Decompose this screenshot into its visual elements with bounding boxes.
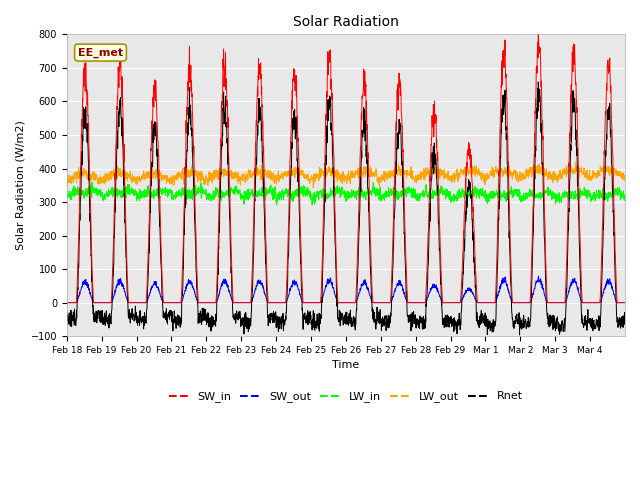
Rnet <box>621 318 629 324</box>
LW_out <box>239 178 247 184</box>
Title: Solar Radiation: Solar Radiation <box>293 15 399 29</box>
X-axis label: Time: Time <box>332 360 360 371</box>
LW_out <box>310 185 317 191</box>
SW_out <box>514 300 522 306</box>
LW_out <box>118 170 126 176</box>
Legend: SW_in, SW_out, LW_in, LW_out, Rnet: SW_in, SW_out, LW_in, LW_out, Rnet <box>164 387 527 407</box>
LW_out <box>515 175 522 180</box>
Line: Rnet: Rnet <box>67 82 625 335</box>
Rnet <box>514 321 522 326</box>
LW_out <box>380 177 387 182</box>
SW_in <box>621 300 629 306</box>
Rnet <box>118 134 126 140</box>
LW_in <box>380 191 388 196</box>
Line: LW_out: LW_out <box>67 162 625 188</box>
SW_out <box>534 273 542 279</box>
Rnet <box>63 313 70 319</box>
LW_out <box>572 159 579 165</box>
Text: EE_met: EE_met <box>78 48 123 58</box>
LW_out <box>546 171 554 177</box>
SW_out <box>613 300 621 306</box>
LW_in <box>273 202 280 208</box>
SW_out <box>621 300 629 306</box>
Rnet <box>380 322 387 327</box>
Y-axis label: Solar Radiation (W/m2): Solar Radiation (W/m2) <box>15 120 25 250</box>
LW_in <box>119 188 127 194</box>
LW_in <box>621 193 629 199</box>
Rnet <box>516 332 524 338</box>
LW_out <box>621 174 629 180</box>
SW_out <box>380 300 387 306</box>
SW_in <box>380 300 387 306</box>
SW_in <box>613 300 621 306</box>
SW_in <box>534 32 542 37</box>
Rnet <box>614 316 621 322</box>
Line: LW_in: LW_in <box>67 182 625 205</box>
SW_out <box>239 300 247 306</box>
LW_in <box>614 189 621 195</box>
LW_in <box>239 193 247 199</box>
SW_out <box>63 300 70 306</box>
SW_in <box>239 300 247 306</box>
Line: SW_in: SW_in <box>67 35 625 303</box>
SW_out <box>118 281 126 287</box>
Line: SW_out: SW_out <box>67 276 625 303</box>
SW_in <box>63 300 70 306</box>
Rnet <box>534 79 542 85</box>
LW_in <box>88 180 96 185</box>
SW_in <box>546 300 554 306</box>
SW_in <box>118 91 126 97</box>
Rnet <box>239 315 247 321</box>
LW_out <box>614 172 621 178</box>
LW_in <box>546 190 554 195</box>
LW_in <box>515 194 522 200</box>
LW_in <box>63 193 70 199</box>
SW_in <box>514 300 522 306</box>
LW_out <box>63 180 70 185</box>
SW_out <box>546 300 554 306</box>
Rnet <box>546 316 554 322</box>
